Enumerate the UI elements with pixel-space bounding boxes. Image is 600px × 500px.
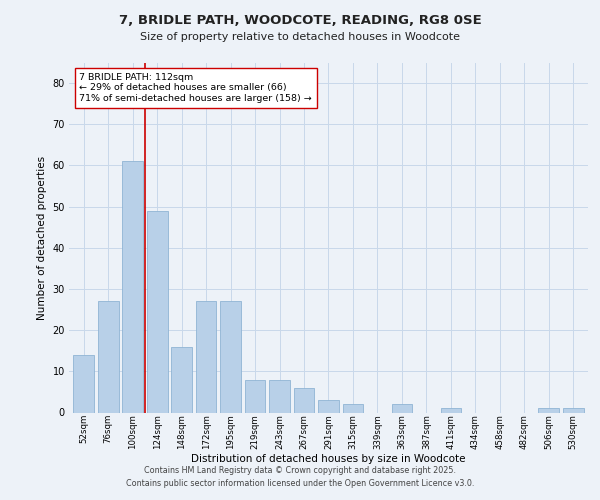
- Bar: [392, 404, 412, 412]
- Text: Contains HM Land Registry data © Crown copyright and database right 2025.
Contai: Contains HM Land Registry data © Crown c…: [126, 466, 474, 487]
- Text: 7 BRIDLE PATH: 112sqm
← 29% of detached houses are smaller (66)
71% of semi-deta: 7 BRIDLE PATH: 112sqm ← 29% of detached …: [79, 73, 312, 103]
- Y-axis label: Number of detached properties: Number of detached properties: [37, 156, 47, 320]
- Bar: [171, 346, 192, 412]
- Bar: [73, 355, 94, 412]
- Text: 7, BRIDLE PATH, WOODCOTE, READING, RG8 0SE: 7, BRIDLE PATH, WOODCOTE, READING, RG8 0…: [119, 14, 481, 27]
- X-axis label: Distribution of detached houses by size in Woodcote: Distribution of detached houses by size …: [191, 454, 466, 464]
- Bar: [269, 380, 290, 412]
- Bar: [220, 302, 241, 412]
- Bar: [196, 302, 217, 412]
- Bar: [122, 162, 143, 412]
- Bar: [343, 404, 364, 412]
- Bar: [98, 302, 119, 412]
- Bar: [318, 400, 339, 412]
- Bar: [147, 210, 167, 412]
- Bar: [538, 408, 559, 412]
- Bar: [245, 380, 265, 412]
- Bar: [293, 388, 314, 412]
- Bar: [563, 408, 584, 412]
- Bar: [440, 408, 461, 412]
- Text: Size of property relative to detached houses in Woodcote: Size of property relative to detached ho…: [140, 32, 460, 42]
